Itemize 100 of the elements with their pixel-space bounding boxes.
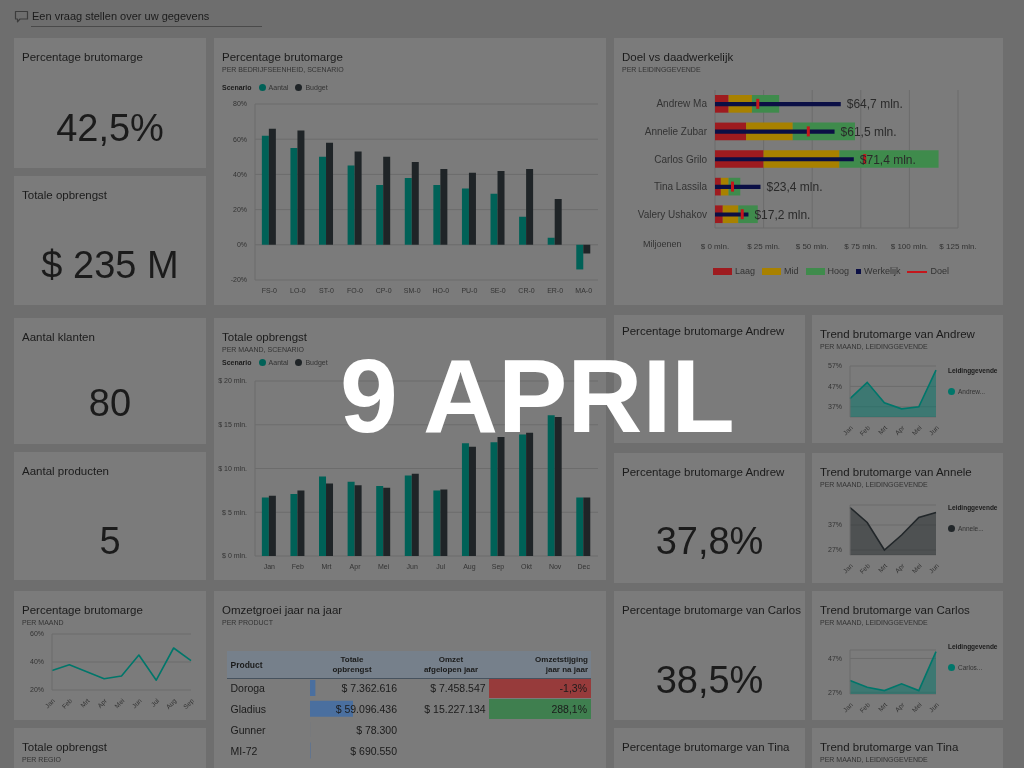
- bar: [290, 493, 298, 556]
- bar: [354, 151, 362, 245]
- bar: [519, 216, 527, 245]
- y-tick-label: Gladius: [230, 702, 267, 718]
- data-label: $ 690.550: [349, 743, 397, 759]
- bar: [383, 156, 391, 245]
- text: 38,5%: [654, 658, 765, 702]
- x-axis-title: Miljoenen: [643, 239, 682, 250]
- text: Omzet afgelopen jaar: [422, 653, 480, 676]
- bar: [411, 473, 419, 556]
- bar: [547, 237, 555, 245]
- y-tick-label: Tina Lassila: [654, 181, 708, 193]
- text: 5: [98, 519, 122, 563]
- bar: [576, 244, 584, 270]
- text: -1,3%: [559, 682, 587, 695]
- bar: [715, 129, 835, 134]
- chart-title: Percentage brutomarge: [22, 603, 143, 617]
- bar: [297, 490, 305, 556]
- text: Aantal producten: [22, 464, 109, 478]
- bar: [404, 177, 412, 245]
- text: Totale opbrengst: [22, 188, 108, 202]
- bar: [326, 142, 334, 245]
- bar: [583, 244, 591, 254]
- x-tick-label: $ 125 mln.: [939, 241, 977, 251]
- data-label: $23,4 mln.: [766, 180, 823, 195]
- bar: [347, 481, 355, 556]
- bar: [319, 476, 327, 556]
- bar: [268, 495, 276, 556]
- bar: [404, 475, 412, 556]
- text: Een vraag stellen over uw gegevens: [32, 9, 210, 23]
- text: 80: [87, 381, 133, 425]
- bar: [519, 434, 527, 556]
- y-tick-label: MI-72: [230, 743, 258, 759]
- y-axis-title: Product: [230, 658, 263, 672]
- bar: [319, 156, 327, 245]
- y-tick-label: Andrew Ma: [656, 98, 708, 110]
- bar: [497, 437, 505, 556]
- bar: [583, 497, 591, 556]
- y-tick-label: Carlos Grilo: [654, 153, 708, 165]
- bar: [433, 490, 441, 556]
- chart-title: Trend brutomarge van Carlos: [820, 603, 970, 617]
- text: $ 15.227.134: [424, 703, 486, 716]
- bar: [268, 128, 276, 245]
- bar: [461, 443, 469, 556]
- bar: [526, 169, 534, 245]
- data-label: $ 59.096.436: [334, 702, 397, 718]
- bar: [490, 193, 498, 245]
- bar: [468, 446, 476, 556]
- legend-label: Laag: [735, 266, 756, 276]
- legend-label: Doel: [930, 266, 949, 276]
- y-tick-label: Gunner: [230, 723, 266, 738]
- text: 42,5%: [55, 106, 165, 150]
- text: Percentage brutomarge Andrew: [622, 465, 785, 479]
- bar: [261, 135, 269, 245]
- bar: [526, 432, 534, 556]
- chart-title: Omzetgroei jaar na jaar: [222, 603, 343, 617]
- bar: [383, 487, 391, 556]
- bar: [297, 130, 305, 245]
- bar: [433, 184, 441, 245]
- bar: [576, 497, 584, 556]
- data-label: $ 78.300: [355, 723, 397, 738]
- legend-label: Werkelijk: [864, 266, 901, 276]
- bar: [440, 489, 448, 556]
- legend-label: Hoog: [827, 266, 850, 276]
- text: Percentage brutomarge van Carlos: [622, 603, 801, 617]
- data-label: $64,7 mln.: [846, 97, 903, 112]
- text: $ 235 M: [40, 243, 180, 287]
- bar: [715, 157, 854, 162]
- text: 288,1%: [551, 703, 587, 716]
- data-label: $ 7.362.616: [340, 681, 397, 697]
- bar: [326, 483, 334, 556]
- bar: [490, 442, 498, 556]
- bar: [715, 102, 841, 107]
- text: 37,8%: [654, 519, 765, 563]
- bar: [376, 486, 384, 556]
- bar: [440, 169, 448, 245]
- bar: [461, 188, 469, 245]
- text: 9 APRIL: [340, 338, 735, 454]
- data-label: $61,5 mln.: [840, 124, 897, 139]
- text: Aantal klanten: [22, 330, 95, 344]
- text: $ 7.458.547: [430, 682, 486, 695]
- line-series: [51, 647, 192, 681]
- y-tick-label: Doroga: [230, 681, 265, 697]
- bar: [261, 497, 269, 556]
- bar: [497, 170, 505, 245]
- x-tick-label: $ 50 mln.: [795, 241, 829, 251]
- text: Totale opbrengst: [331, 653, 373, 676]
- chart-title: Doel vs daadwerkelijk: [622, 50, 734, 64]
- chart-title: Trend brutomarge van Annele: [820, 465, 972, 479]
- chart-title: Totale opbrengst: [222, 330, 308, 344]
- bar: [376, 184, 384, 245]
- bar: [347, 165, 355, 245]
- text: Trend brutomarge van Tina: [820, 740, 959, 754]
- text: Omzetstijging jaar na jaar: [534, 653, 588, 676]
- text: Totale opbrengst: [22, 740, 108, 754]
- bar: [468, 172, 476, 245]
- bar: [290, 148, 298, 245]
- text: Percentage brutomarge: [22, 50, 143, 64]
- y-tick-label: Valery Ushakov: [637, 208, 707, 220]
- chart-title: Trend brutomarge van Andrew: [820, 327, 975, 341]
